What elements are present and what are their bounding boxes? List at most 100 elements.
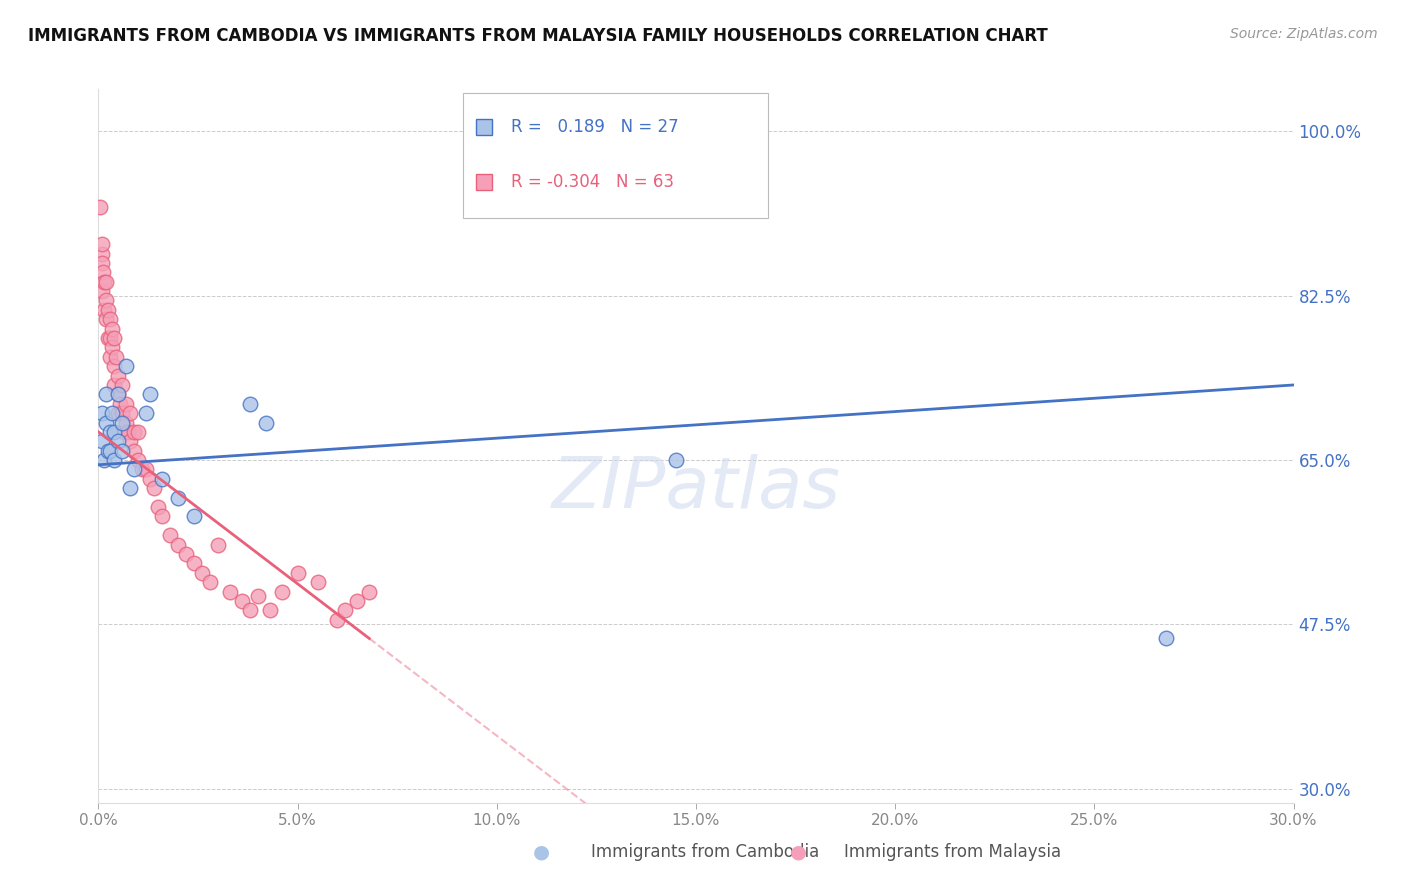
Point bbox=[335, 603, 357, 617]
Text: R = -0.304   N = 63: R = -0.304 N = 63 bbox=[510, 173, 673, 191]
Point bbox=[96, 312, 118, 326]
Point bbox=[100, 312, 122, 326]
Point bbox=[93, 453, 115, 467]
Point bbox=[124, 443, 146, 458]
Point bbox=[90, 434, 112, 449]
FancyBboxPatch shape bbox=[463, 93, 768, 218]
Text: IMMIGRANTS FROM CAMBODIA VS IMMIGRANTS FROM MALAYSIA FAMILY HOUSEHOLDS CORRELATI: IMMIGRANTS FROM CAMBODIA VS IMMIGRANTS F… bbox=[28, 27, 1047, 45]
Point bbox=[112, 425, 135, 439]
Point bbox=[124, 425, 146, 439]
Point bbox=[93, 302, 115, 317]
Point bbox=[93, 275, 115, 289]
Text: Source: ZipAtlas.com: Source: ZipAtlas.com bbox=[1230, 27, 1378, 41]
Point bbox=[91, 406, 114, 420]
Point bbox=[254, 416, 277, 430]
Point bbox=[91, 284, 114, 298]
Point bbox=[127, 453, 149, 467]
Point bbox=[103, 425, 125, 439]
Point bbox=[103, 453, 125, 467]
Point bbox=[183, 557, 205, 571]
Point bbox=[97, 443, 120, 458]
Point bbox=[239, 603, 262, 617]
Point bbox=[91, 237, 114, 252]
Point bbox=[107, 387, 129, 401]
Point bbox=[259, 603, 281, 617]
Point bbox=[107, 368, 129, 383]
Point bbox=[110, 397, 132, 411]
Text: R =   0.189   N = 27: R = 0.189 N = 27 bbox=[510, 118, 678, 136]
Point bbox=[107, 406, 129, 420]
Point bbox=[96, 387, 118, 401]
Point bbox=[135, 406, 157, 420]
Point bbox=[111, 406, 134, 420]
Point bbox=[198, 575, 221, 590]
Point bbox=[103, 359, 125, 374]
Point bbox=[124, 462, 146, 476]
Text: ●: ● bbox=[533, 842, 550, 862]
Point bbox=[287, 566, 309, 580]
Point bbox=[115, 397, 138, 411]
Point bbox=[270, 584, 292, 599]
Point bbox=[307, 575, 329, 590]
Point bbox=[100, 331, 122, 345]
Point bbox=[96, 293, 118, 308]
Point bbox=[239, 397, 262, 411]
Point bbox=[139, 472, 162, 486]
Point bbox=[100, 350, 122, 364]
Text: ●: ● bbox=[790, 842, 807, 862]
Point bbox=[107, 387, 129, 401]
Point bbox=[1154, 632, 1177, 646]
Point bbox=[91, 256, 114, 270]
Point bbox=[135, 462, 157, 476]
Point bbox=[346, 594, 368, 608]
Point bbox=[183, 509, 205, 524]
Point bbox=[91, 265, 114, 279]
Point bbox=[101, 321, 124, 335]
Point bbox=[101, 406, 124, 420]
Point bbox=[115, 359, 138, 374]
Point bbox=[100, 443, 122, 458]
Point bbox=[131, 462, 153, 476]
Point bbox=[120, 406, 142, 420]
Point bbox=[115, 416, 138, 430]
Point bbox=[150, 509, 173, 524]
Point bbox=[143, 481, 166, 495]
Point bbox=[167, 538, 190, 552]
Point bbox=[117, 425, 139, 439]
Point bbox=[103, 378, 125, 392]
Point bbox=[105, 350, 128, 364]
Point bbox=[167, 491, 190, 505]
Point bbox=[111, 378, 134, 392]
Point bbox=[207, 538, 229, 552]
Point bbox=[159, 528, 181, 542]
Point bbox=[139, 387, 162, 401]
Point bbox=[97, 302, 120, 317]
Point bbox=[326, 613, 349, 627]
Point bbox=[127, 425, 149, 439]
Point bbox=[111, 416, 134, 430]
Text: Immigrants from Malaysia: Immigrants from Malaysia bbox=[844, 843, 1060, 861]
Point bbox=[231, 594, 253, 608]
Point bbox=[107, 434, 129, 449]
Point bbox=[174, 547, 197, 561]
Point bbox=[148, 500, 170, 514]
Point bbox=[219, 584, 242, 599]
Point bbox=[97, 331, 120, 345]
Point bbox=[150, 472, 173, 486]
Point bbox=[359, 584, 381, 599]
Point bbox=[665, 453, 688, 467]
Point bbox=[89, 200, 111, 214]
Point bbox=[246, 589, 269, 603]
Point bbox=[120, 434, 142, 449]
Point bbox=[96, 275, 118, 289]
Point bbox=[100, 425, 122, 439]
Point bbox=[111, 443, 134, 458]
Point bbox=[101, 340, 124, 354]
Text: Immigrants from Cambodia: Immigrants from Cambodia bbox=[591, 843, 818, 861]
Point bbox=[90, 246, 112, 260]
Point bbox=[191, 566, 214, 580]
Point bbox=[120, 481, 142, 495]
Point bbox=[103, 331, 125, 345]
Point bbox=[96, 416, 118, 430]
Text: ZIPatlas: ZIPatlas bbox=[551, 454, 841, 524]
